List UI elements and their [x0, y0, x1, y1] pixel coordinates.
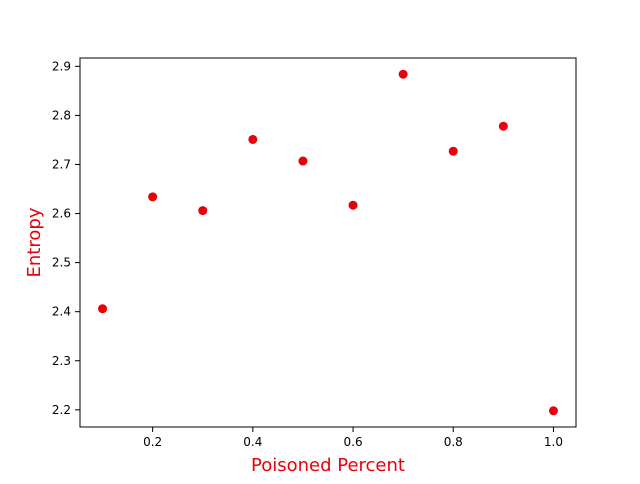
y-tick-label: 2.8	[52, 108, 71, 122]
scatter-point	[448, 146, 458, 156]
y-tick-label: 2.3	[52, 354, 71, 368]
scatter-point	[298, 156, 308, 166]
scatter-point	[348, 200, 358, 210]
y-tick-label: 2.2	[52, 403, 71, 417]
x-tick-label: 1.0	[544, 435, 563, 449]
scatter-point	[498, 121, 508, 131]
x-axis-ticks: 0.2 0.4 0.6 0.8 1.0	[143, 427, 563, 449]
y-axis-ticks: 2.2 2.3 2.4 2.5 2.6 2.7 2.8 2.9	[52, 59, 80, 417]
x-axis-label: Poisoned Percent	[251, 455, 405, 476]
scatter-point	[248, 134, 258, 144]
scatter-point	[148, 192, 158, 202]
y-tick-label: 2.7	[52, 157, 71, 171]
x-tick-label: 0.8	[444, 435, 463, 449]
y-axis-label: Entropy	[24, 207, 45, 277]
x-tick-label: 0.4	[243, 435, 262, 449]
plot-area-frame	[79, 57, 577, 428]
y-tick-label: 2.9	[52, 59, 71, 73]
y-tick-label: 2.5	[52, 256, 71, 270]
x-tick-label: 0.2	[143, 435, 162, 449]
scatter-point	[98, 304, 108, 314]
scatter-point	[198, 206, 208, 216]
scatter-point	[548, 406, 558, 416]
x-tick-label: 0.6	[344, 435, 363, 449]
y-tick-label: 2.4	[52, 305, 71, 319]
data-points	[98, 69, 558, 416]
y-tick-label: 2.6	[52, 207, 71, 221]
scatter-point	[398, 69, 408, 79]
